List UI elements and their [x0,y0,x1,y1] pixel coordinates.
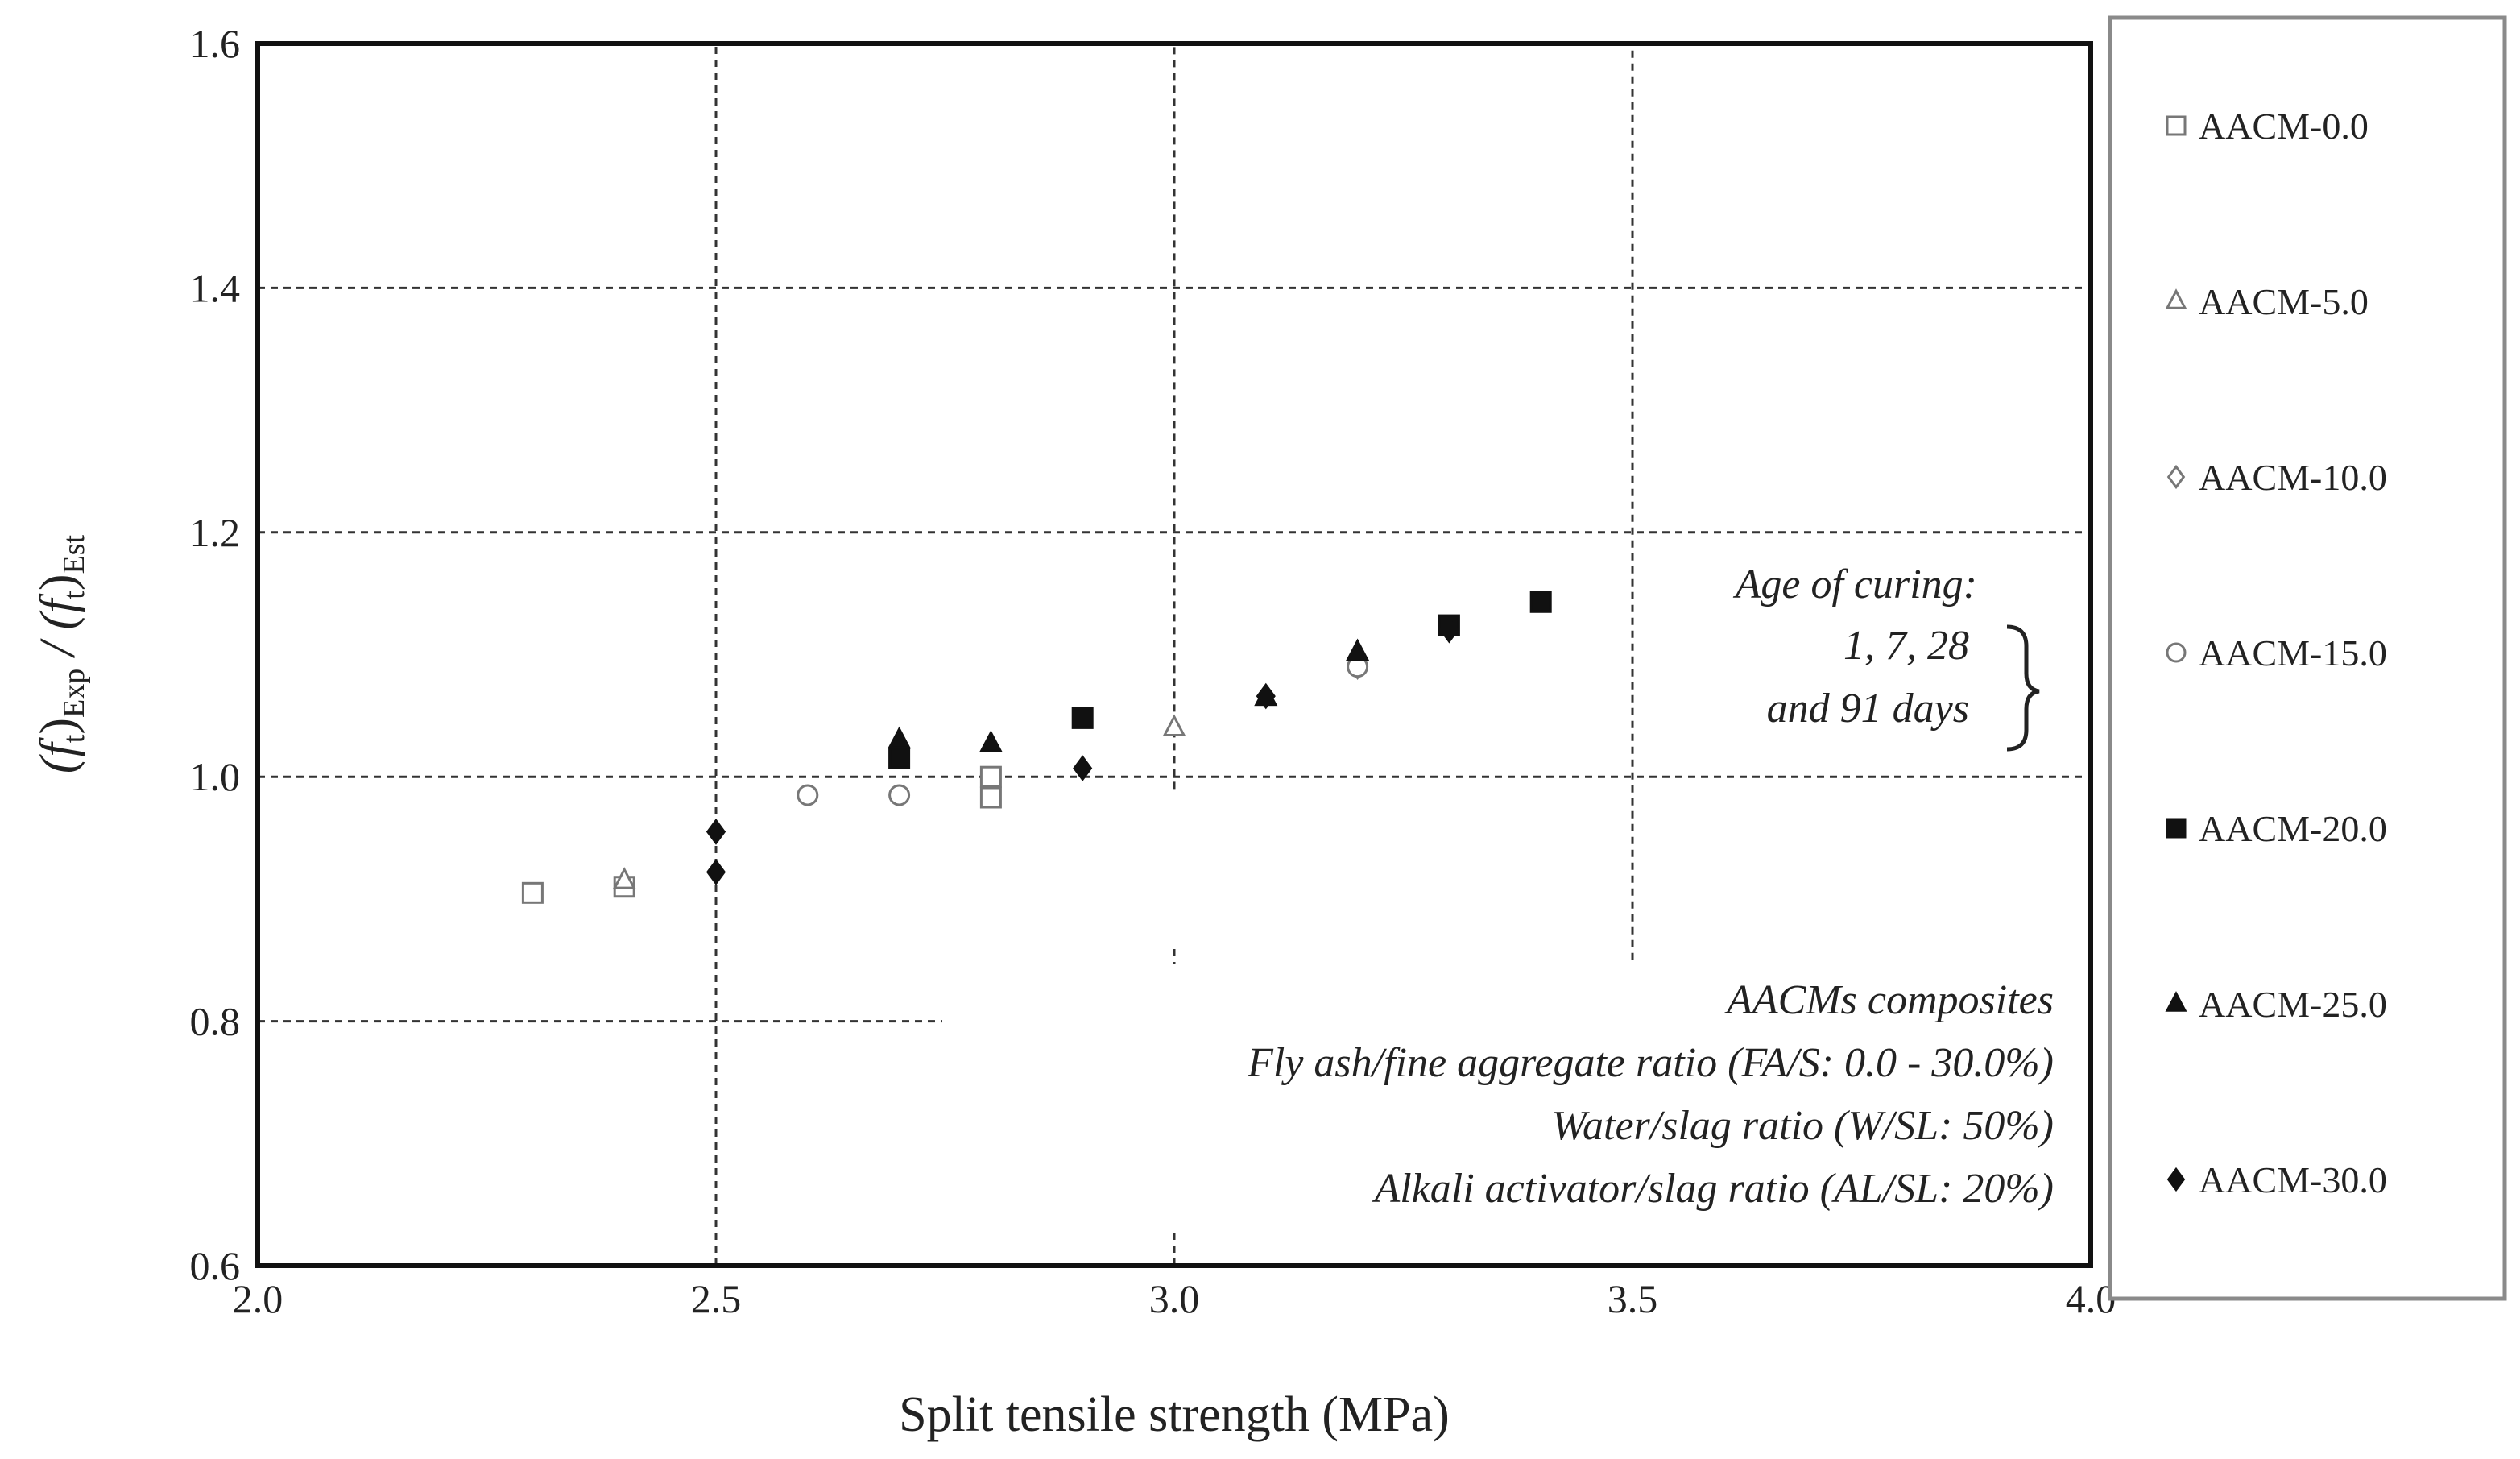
y-tick-label: 1.6 [190,21,241,66]
legend-marker-aacm-20-0 [2166,818,2187,839]
x-tick-labels: 2.0 2.5 3.0 3.5 4.0 [233,1276,2117,1321]
point-aacm-25-0-3 [1346,638,1370,661]
point-aacm-15-0-0 [797,784,819,806]
point-aacm-30-0-0 [706,819,726,845]
legend-marker-aacm-25-0 [2165,991,2187,1012]
legend-label-aacm-15-0: AACM-15.0 [2199,632,2387,674]
plot-area-frame [255,41,2093,1268]
legend-marker-aacm-0-0 [2166,115,2187,136]
point-aacm-20-0-0 [888,747,911,769]
x-tick-label: 2.5 [691,1276,742,1321]
composites-line-2: Fly ash/fine aggregate ratio (FA/S: 0.0 … [1247,1040,2054,1086]
point-aacm-5-0-1 [1162,714,1186,737]
x-tick-label: 3.0 [1149,1276,1200,1321]
point-aacm-0-0-2 [979,765,1002,788]
curly-brace [2006,624,2040,752]
point-aacm-0-0-3 [979,786,1002,809]
data-points [521,591,1552,904]
x-tick-label: 3.5 [1608,1276,1658,1321]
y-tick-label: 0.8 [190,999,241,1044]
point-aacm-15-0-1 [888,784,911,806]
y-tick-label: 1.2 [190,510,241,555]
y-title-close-1: ) [31,718,85,735]
point-aacm-30-0-3 [1256,682,1276,710]
annotation-background [942,964,2054,1229]
x-axis-title: Split tensile strength (MPa) [899,1387,1450,1442]
y-title-sub-1: t [57,734,91,743]
point-aacm-25-0-1 [979,730,1003,752]
point-aacm-30-0-4 [1439,616,1459,644]
y-title-sub-4: Est [57,534,91,574]
curing-line-1: Age of curing: [1733,562,1977,607]
point-aacm-25-0-0 [888,726,912,749]
y-tick-label: 0.6 [190,1243,241,1288]
point-aacm-20-0-1 [1071,707,1094,729]
y-title-sub-3: t [57,591,91,599]
grid-lines [258,44,2091,1266]
composites-line-1: AACMs composites [1724,977,2054,1023]
legend-label-aacm-25-0: AACM-25.0 [2199,984,2387,1025]
point-aacm-30-0-2 [1073,755,1093,781]
legend-label-aacm-5-0: AACM-5.0 [2199,281,2369,322]
legend-label-aacm-30-0: AACM-30.0 [2199,1159,2387,1200]
x-tick-label: 2.0 [233,1276,283,1321]
y-tick-labels: 0.6 0.8 1.0 1.2 1.4 1.6 [190,21,241,1288]
legend-marker-aacm-5-0 [2165,288,2187,309]
legend: AACM-0.0 AACM-5.0 AACM-10.0 AACM-15.0 AACM-2… [2165,106,2387,1200]
legend-marker-aacm-10-0 [2166,464,2186,490]
point-aacm-0-0-0 [521,881,544,904]
curing-line-2: 1, 7, 28 [1843,623,1969,669]
legend-label-aacm-0-0: AACM-0.0 [2199,106,2369,147]
point-aacm-5-0-0 [612,867,636,889]
curing-line-3: and 91 days [1767,686,1969,732]
y-title-part-mid: / (f [31,593,85,669]
point-aacm-20-0-3 [1529,591,1552,613]
y-tick-label: 1.4 [190,265,241,310]
x-tick-label: 4.0 [2066,1276,2117,1321]
curing-annotation: Age of curing: 1, 7, 28 and 91 days [1733,562,2040,752]
y-title-close-2: ) [31,574,85,591]
y-tick-label: 1.0 [190,754,241,799]
composites-line-3: Water/slag ratio (W/SL: 50%) [1551,1103,2054,1149]
y-title-sub-2: Exp [57,669,91,718]
legend-marker-aacm-15-0 [2166,642,2187,663]
legend-marker-aacm-30-0 [2166,1167,2186,1192]
composites-annotation: AACMs composites Fly ash/fine aggregate … [942,964,2054,1229]
composites-line-4: Alkali activator/slag ratio (AL/SL: 20%) [1372,1166,2054,1212]
legend-label-aacm-20-0: AACM-20.0 [2199,808,2387,849]
legend-label-aacm-10-0: AACM-10.0 [2199,457,2387,498]
point-aacm-30-0-1 [706,859,726,885]
y-axis-title: (ft)Exp / (ft)Est [31,534,91,773]
